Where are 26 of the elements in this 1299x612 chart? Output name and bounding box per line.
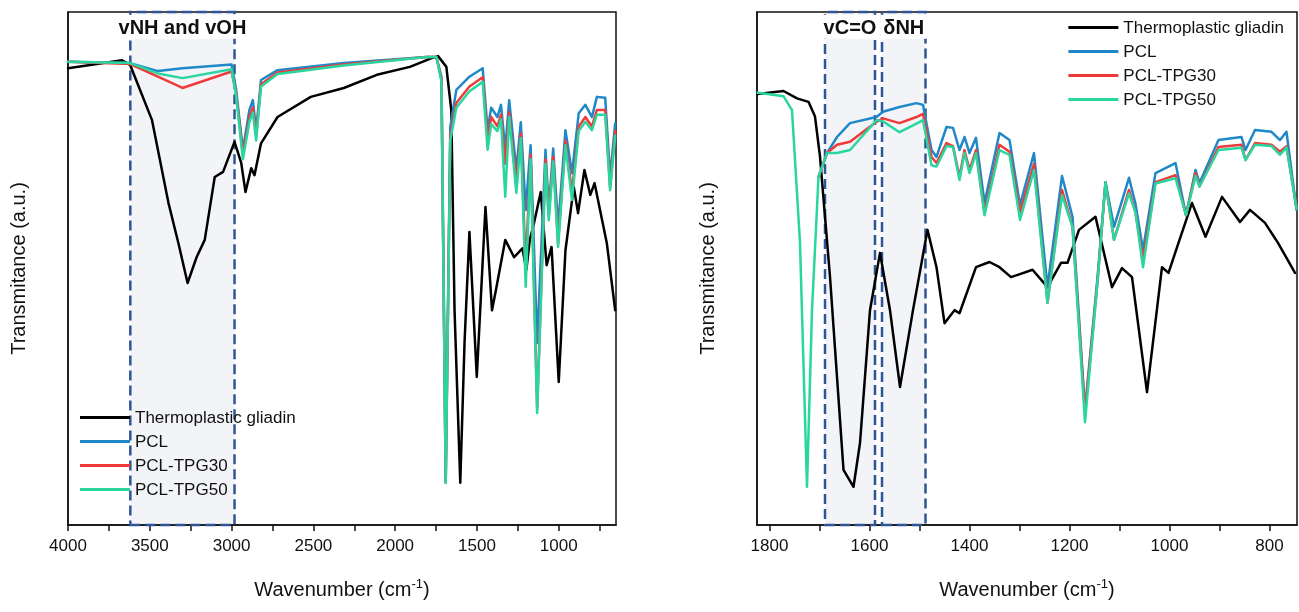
band-label: vC=O [823,15,877,38]
x-tick-label: 1500 [458,536,496,555]
legend-label: PCL-TPG30 [135,456,228,475]
x-tick-label: 1000 [539,536,578,555]
y-axis-title: Transmitance (a.u.) [696,182,718,355]
x-tick-label: 2500 [294,536,333,555]
legend-label: PCL [135,432,169,451]
band-label: vNH and vOH [118,15,247,38]
legend-label: Thermoplastic gliadin [1123,18,1285,37]
x-tick-label: 4000 [49,536,87,555]
x-tick-label: 1200 [1050,536,1089,555]
band-label: δNH [883,15,925,38]
x-tick-label: 1800 [750,536,789,555]
legend-label: PCL-TPG30 [1123,66,1216,85]
legend-label: PCL [1123,42,1157,61]
x-tick-label: 1400 [950,536,989,555]
legend-label: PCL-TPG50 [1123,90,1216,109]
x-tick-label: 2000 [376,536,415,555]
x-tick-label: 3500 [130,536,169,555]
x-tick-label: 1000 [1150,536,1189,555]
legend-label: Thermoplastic gliadin [135,408,296,427]
x-tick-label: 800 [1255,536,1284,555]
x-tick-label: 1600 [850,536,889,555]
x-tick-label: 3000 [212,536,251,555]
legend-label: PCL-TPG50 [135,480,228,499]
y-axis-title: Transmitance (a.u.) [7,182,29,355]
